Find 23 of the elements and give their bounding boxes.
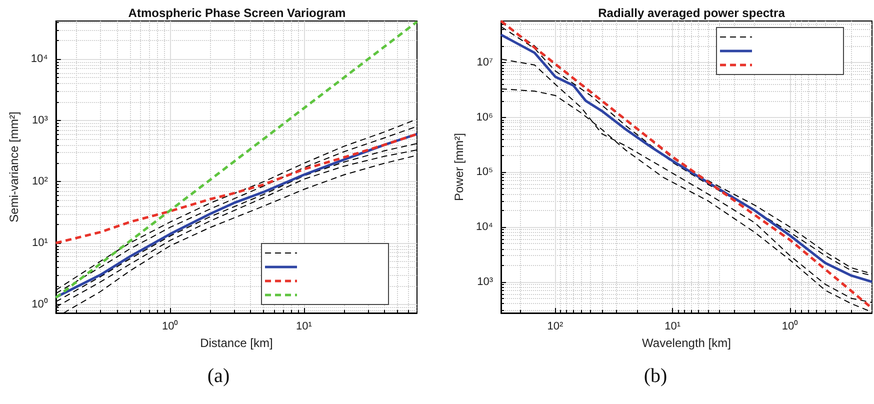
y-axis-title: Semi-variance [mm²] [7,112,21,222]
x-tick-label: 10⁰ [782,320,798,332]
x-tick-label: 10¹ [296,320,312,332]
y-tick-label: 10³ [32,114,48,126]
x-axis-title: Distance [km] [200,336,273,350]
y-tick-label: 10⁴ [476,220,494,233]
y-tick-label: 10³ [477,276,494,288]
x-tick-label: 10⁰ [162,320,178,332]
chart-title: Radially averaged power spectra [598,6,786,20]
y-tick-label: 10⁶ [476,111,493,124]
chart-title: Atmospheric Phase Screen Variogram [128,6,346,20]
y-tick-label: 10⁷ [476,56,494,68]
y-tick-label: 10⁵ [476,166,493,178]
y-tick-label: 10⁰ [32,297,48,310]
x-axis-title: Wavelength [km] [642,336,731,350]
x-tick-label: 10² [547,320,564,332]
text: (a) [207,365,230,387]
text: (b) [644,365,668,387]
y-tick-label: 10⁴ [30,53,48,66]
y-tick-label: 10¹ [32,236,48,249]
x-tick-label: 10¹ [664,320,681,332]
y-tick-label: 10² [32,176,48,188]
y-axis-title: Power [mm²] [452,132,466,202]
